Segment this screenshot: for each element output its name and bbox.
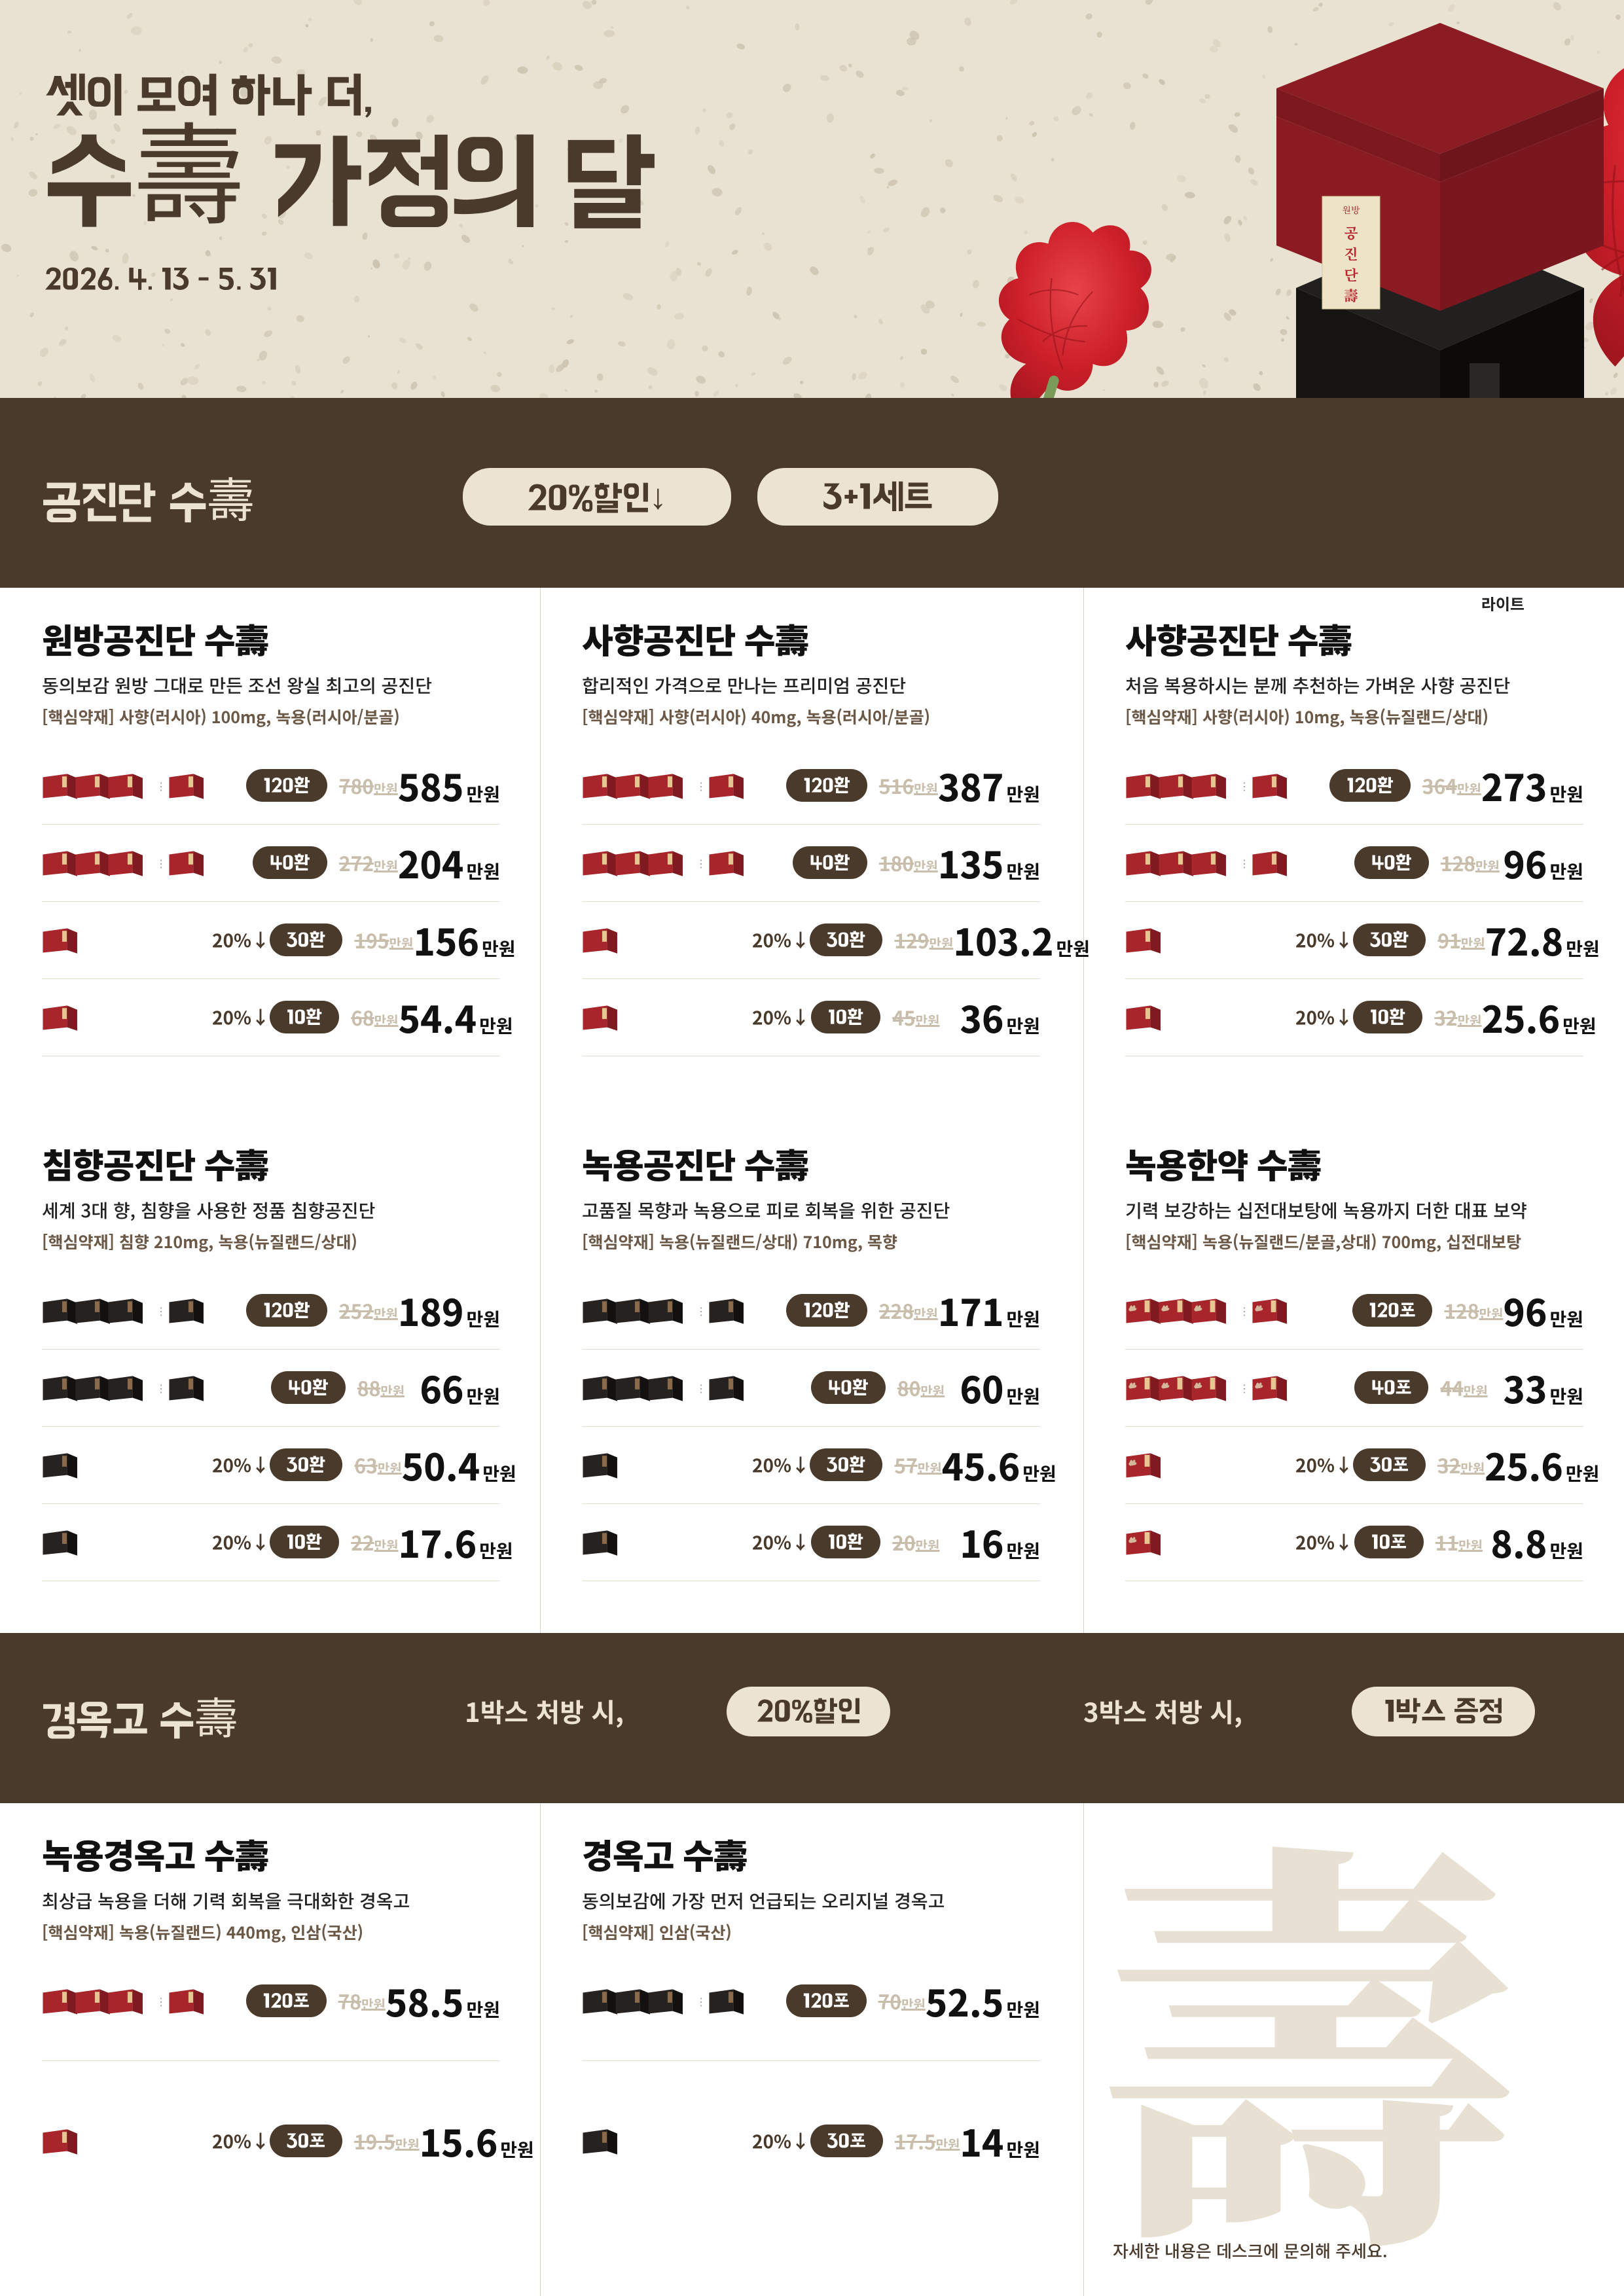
svg-text:壽: 壽: [1344, 285, 1358, 306]
svg-text:진: 진: [1344, 243, 1358, 264]
svg-text:단: 단: [1344, 264, 1358, 285]
svg-text:공: 공: [1344, 223, 1358, 243]
svg-text:원방: 원방: [1342, 204, 1360, 217]
